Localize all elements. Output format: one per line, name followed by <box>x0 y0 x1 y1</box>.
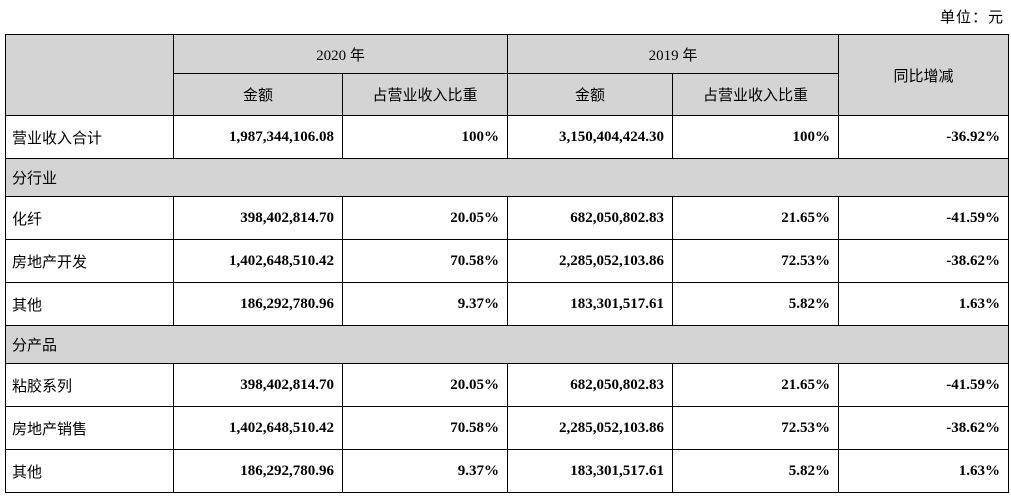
cell-2020-amount: 186,292,780.96 <box>173 449 343 493</box>
cell-2019-amount: 3,150,404,424.30 <box>507 115 674 159</box>
cell-2019-ratio: 5.82% <box>672 282 840 326</box>
cell-2019-ratio: 72.53% <box>672 406 840 450</box>
cell-2019-amount: 2,285,052,103.86 <box>507 406 674 450</box>
section-row-industry: 分行业 <box>4 158 1010 197</box>
revenue-table: 2020 年 2019 年 同比增减 金额 占营业收入比重 金额 占营业收入比重… <box>4 34 1010 493</box>
cell-2019-ratio: 72.53% <box>672 239 840 283</box>
cell-yoy: -41.59% <box>838 196 1010 240</box>
cell-2020-amount: 1,987,344,106.08 <box>173 115 343 159</box>
cell-2019-ratio: 100% <box>672 115 840 159</box>
table-body: 营业收入合计 1,987,344,106.08 100% 3,150,404,4… <box>4 115 1010 493</box>
row-label: 其他 <box>5 282 174 326</box>
cell-2019-amount: 2,285,052,103.86 <box>507 239 674 283</box>
table-row-realestate-sales: 房地产销售 1,402,648,510.42 70.58% 2,285,052,… <box>5 406 1010 450</box>
row-label: 粘胶系列 <box>5 363 174 407</box>
section-label: 分产品 <box>4 325 1010 364</box>
cell-2019-ratio: 5.82% <box>672 449 840 493</box>
section-label: 分行业 <box>4 158 1010 197</box>
section-row-product: 分产品 <box>4 325 1010 364</box>
cell-yoy: 1.63% <box>838 449 1010 493</box>
cell-2019-amount: 682,050,802.83 <box>507 196 674 240</box>
year-2019-header: 2019 年 <box>507 34 840 74</box>
table-row-other-industry: 其他 186,292,780.96 9.37% 183,301,517.61 5… <box>5 282 1010 326</box>
cell-2020-amount: 1,402,648,510.42 <box>173 239 343 283</box>
cell-yoy: -36.92% <box>838 115 1010 159</box>
row-label: 房地产销售 <box>5 406 174 450</box>
unit-label: 单位：元 <box>939 10 1004 26</box>
cell-2019-ratio: 21.65% <box>672 363 840 407</box>
cell-2020-ratio: 9.37% <box>341 449 509 493</box>
table-row-chemfiber: 化纤 398,402,814.70 20.05% 682,050,802.83 … <box>5 196 1010 240</box>
table-row-viscose: 粘胶系列 398,402,814.70 20.05% 682,050,802.8… <box>5 363 1010 407</box>
cell-2020-amount: 398,402,814.70 <box>173 196 343 240</box>
cell-2019-amount: 183,301,517.61 <box>507 282 674 326</box>
cell-2020-ratio: 9.37% <box>341 282 509 326</box>
cell-2020-amount: 398,402,814.70 <box>173 363 343 407</box>
table-header: 2020 年 2019 年 同比增减 金额 占营业收入比重 金额 占营业收入比重 <box>5 34 1010 116</box>
row-label: 营业收入合计 <box>5 115 174 159</box>
table-row-other-product: 其他 186,292,780.96 9.37% 183,301,517.61 5… <box>5 449 1010 493</box>
cell-yoy: -41.59% <box>838 363 1010 407</box>
cell-yoy: -38.62% <box>838 406 1010 450</box>
cell-2020-ratio: 100% <box>341 115 509 159</box>
cell-2020-ratio: 70.58% <box>341 239 509 283</box>
year-2020-header: 2020 年 <box>172 34 509 74</box>
row-label: 其他 <box>5 449 174 493</box>
subheader-2020-amount: 金额 <box>173 73 343 116</box>
cell-yoy: -38.62% <box>838 239 1010 283</box>
corner-cell <box>5 34 174 116</box>
cell-2020-ratio: 20.05% <box>341 363 509 407</box>
cell-2019-ratio: 21.65% <box>672 196 840 240</box>
table-row-realestate-dev: 房地产开发 1,402,648,510.42 70.58% 2,285,052,… <box>5 239 1010 283</box>
yoy-header: 同比增减 <box>838 34 1010 116</box>
cell-2020-ratio: 70.58% <box>341 406 509 450</box>
cell-yoy: 1.63% <box>838 282 1010 326</box>
cell-2020-ratio: 20.05% <box>341 196 509 240</box>
row-label: 化纤 <box>5 196 174 240</box>
cell-2019-amount: 183,301,517.61 <box>507 449 674 493</box>
subheader-2019-ratio: 占营业收入比重 <box>672 73 840 116</box>
cell-2019-amount: 682,050,802.83 <box>507 363 674 407</box>
cell-2020-amount: 186,292,780.96 <box>173 282 343 326</box>
cell-2020-amount: 1,402,648,510.42 <box>173 406 343 450</box>
row-label: 房地产开发 <box>5 239 174 283</box>
subheader-2020-ratio: 占营业收入比重 <box>341 73 509 116</box>
subheader-2019-amount: 金额 <box>507 73 674 116</box>
table-row-total: 营业收入合计 1,987,344,106.08 100% 3,150,404,4… <box>5 115 1010 159</box>
